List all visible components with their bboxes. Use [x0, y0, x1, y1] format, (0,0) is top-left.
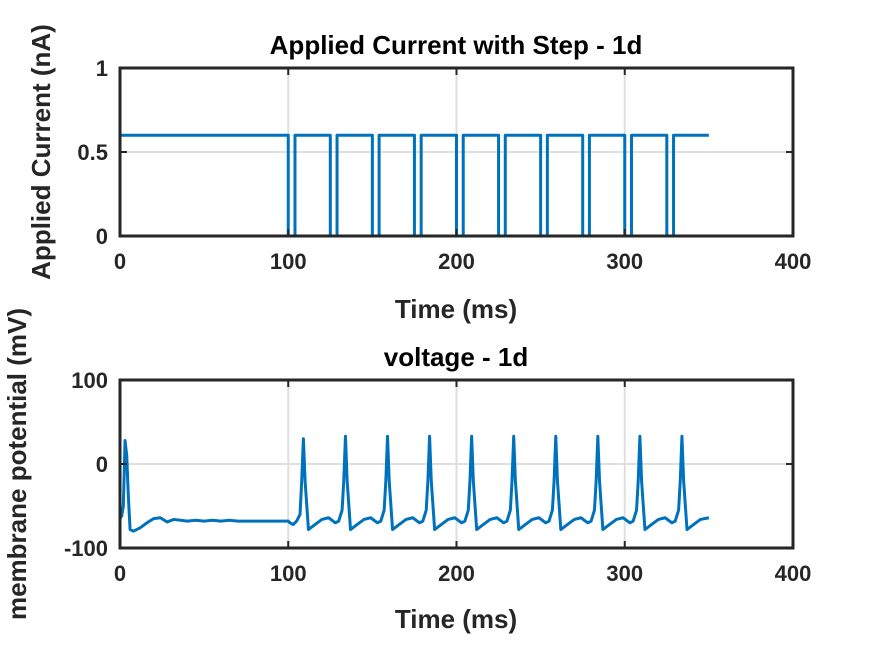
voltage-x-tick-label: 100 — [270, 561, 307, 586]
voltage-series-line — [118, 434, 710, 533]
current-y-tick-label: 0 — [96, 224, 108, 249]
current-x-tick-label: 100 — [270, 249, 307, 274]
voltage-x-tick-label: 400 — [775, 561, 812, 586]
current-y-axis-label: Applied Current (nA) — [26, 24, 56, 280]
current-x-axis-label: Time (ms) — [395, 294, 517, 324]
current-chart-title: Applied Current with Step - 1d — [270, 30, 643, 60]
voltage-x-tick-label: 300 — [606, 561, 643, 586]
voltage-chart-title: voltage - 1d — [384, 342, 528, 372]
voltage-y-tick-label: 0 — [96, 452, 108, 477]
current-y-tick-label: 1 — [96, 56, 108, 81]
voltage-series-group — [118, 434, 710, 533]
current-y-tick-label: 0.5 — [77, 140, 108, 165]
current-x-tick-label: 200 — [438, 249, 475, 274]
current-axes: 0 100 200 300 400 0 0.5 1 Applied Current with … — [26, 24, 811, 324]
current-ticks: 0 100 200 300 400 0 0.5 1 — [77, 56, 811, 274]
current-x-tick-label: 300 — [606, 249, 643, 274]
voltage-y-tick-label: -100 — [64, 536, 108, 561]
voltage-grid — [120, 380, 793, 548]
voltage-x-axis-label: Time (ms) — [395, 604, 517, 634]
current-series-line — [120, 133, 709, 238]
current-x-tick-label: 0 — [114, 249, 126, 274]
voltage-y-tick-label: 100 — [71, 368, 108, 393]
voltage-y-axis-label: membrane potential (mV) — [2, 308, 32, 620]
voltage-x-tick-label: 0 — [114, 561, 126, 586]
current-series-group — [120, 133, 709, 238]
current-x-tick-label: 400 — [775, 249, 812, 274]
voltage-x-tick-label: 200 — [438, 561, 475, 586]
